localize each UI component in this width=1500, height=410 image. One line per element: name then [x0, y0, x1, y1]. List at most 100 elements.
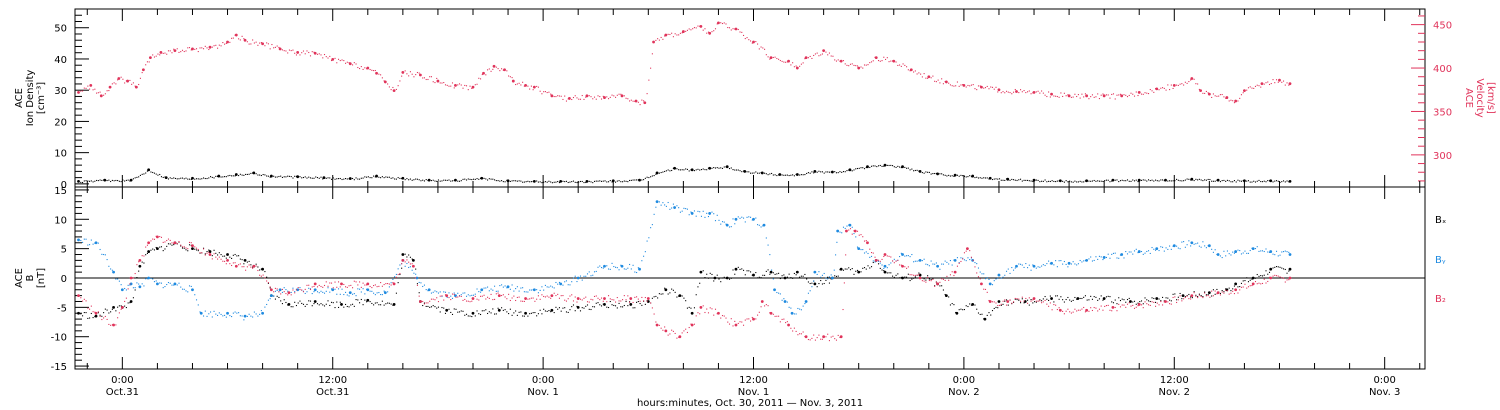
velocity-sample: [758, 48, 760, 50]
density-point: [690, 168, 694, 172]
velocity-sample: [1204, 92, 1206, 94]
density-sample: [644, 177, 646, 179]
bx-sample: [429, 306, 431, 308]
density-sample: [916, 169, 918, 171]
velocity-sample: [916, 73, 918, 75]
bz-sample: [934, 285, 936, 287]
bx-point: [997, 300, 1001, 303]
bx-sample: [1126, 298, 1129, 301]
field-tick-label: 0: [61, 274, 67, 285]
by-sample: [1088, 258, 1090, 260]
velocity-sample: [846, 64, 848, 66]
bz-sample: [534, 300, 536, 302]
by-sample: [1011, 267, 1013, 269]
velocity-sample: [1260, 86, 1262, 88]
by-sample: [725, 223, 727, 225]
by-sample: [1007, 268, 1009, 270]
by-sample: [1265, 248, 1267, 250]
by-sample: [1221, 257, 1223, 259]
bx-sample: [225, 257, 227, 259]
bx-sample: [1244, 280, 1246, 282]
bx-sample: [606, 306, 608, 308]
bx-sample: [716, 274, 718, 276]
bx-sample: [1048, 299, 1050, 302]
velocity-sample: [877, 59, 880, 62]
density-sample: [329, 177, 331, 179]
bx-sample: [550, 311, 552, 313]
bx-sample: [329, 304, 331, 307]
bz-sample: [711, 308, 713, 310]
bz-sample: [443, 299, 445, 301]
density-sample: [404, 179, 406, 181]
by-sample: [294, 291, 296, 293]
bz-sample: [401, 263, 403, 265]
bx-sample: [537, 313, 539, 315]
bx-sample: [299, 300, 301, 302]
velocity-sample: [1005, 90, 1008, 92]
bx-sample: [1258, 275, 1260, 277]
bz-sample: [820, 338, 822, 340]
by-sample: [210, 311, 212, 313]
by-sample: [911, 253, 913, 256]
velocity-point: [126, 79, 129, 83]
by-sample: [1065, 263, 1067, 266]
bz-sample: [767, 305, 769, 307]
bz-sample: [1049, 302, 1051, 304]
density-tick-label: 0: [61, 180, 67, 191]
velocity-sample: [271, 43, 273, 46]
by-sample: [532, 289, 534, 291]
velocity-sample: [366, 68, 368, 70]
bz-sample: [769, 312, 771, 314]
density-sample: [921, 172, 923, 174]
density-sample: [1039, 181, 1041, 183]
bz-sample: [1205, 295, 1207, 297]
density-sample: [174, 177, 177, 180]
by-sample: [827, 278, 829, 280]
density-sample: [515, 180, 517, 182]
bz-sample: [585, 296, 587, 298]
bx-sample: [741, 268, 743, 270]
density-sample: [569, 181, 571, 183]
bz-sample: [804, 335, 806, 338]
density-sample: [204, 177, 206, 180]
bz-point: [120, 305, 124, 309]
by-sample: [1058, 260, 1060, 262]
by-sample: [450, 295, 452, 297]
by-sample: [346, 294, 348, 296]
velocity-sample: [949, 84, 951, 86]
velocity-sample: [1028, 90, 1030, 92]
by-sample: [855, 236, 857, 238]
velocity-sample: [434, 82, 436, 84]
by-sample: [883, 267, 885, 269]
bx-sample: [786, 276, 788, 278]
bz-point: [129, 276, 133, 280]
bz-sample: [1076, 310, 1078, 312]
velocity-sample: [1254, 85, 1257, 87]
velocity-sample: [1195, 83, 1197, 85]
velocity-tick-label: 450: [1433, 21, 1452, 32]
velocity-sample: [413, 76, 415, 78]
bx-sample: [742, 269, 745, 271]
bz-sample: [697, 312, 699, 314]
density-sample: [162, 176, 164, 179]
density-sample: [408, 179, 410, 181]
bx-point: [713, 276, 717, 280]
velocity-sample: [120, 76, 122, 78]
by-sample: [930, 260, 932, 262]
bz-sample: [942, 278, 944, 280]
bx-sample: [243, 263, 245, 265]
velocity-sample: [1132, 93, 1134, 95]
bx-sample: [487, 312, 489, 315]
by-sample: [1133, 250, 1136, 252]
density-sample: [1098, 180, 1100, 182]
density-sample: [1186, 178, 1188, 180]
density-sample: [1037, 179, 1039, 181]
by-sample: [751, 219, 753, 221]
velocity-sample: [1030, 93, 1032, 95]
velocity-point: [822, 49, 826, 53]
velocity-sample: [1190, 79, 1192, 81]
by-sample: [991, 284, 994, 286]
bx-sample: [934, 285, 936, 287]
bz-sample: [1202, 296, 1204, 299]
bz-sample: [392, 282, 394, 284]
